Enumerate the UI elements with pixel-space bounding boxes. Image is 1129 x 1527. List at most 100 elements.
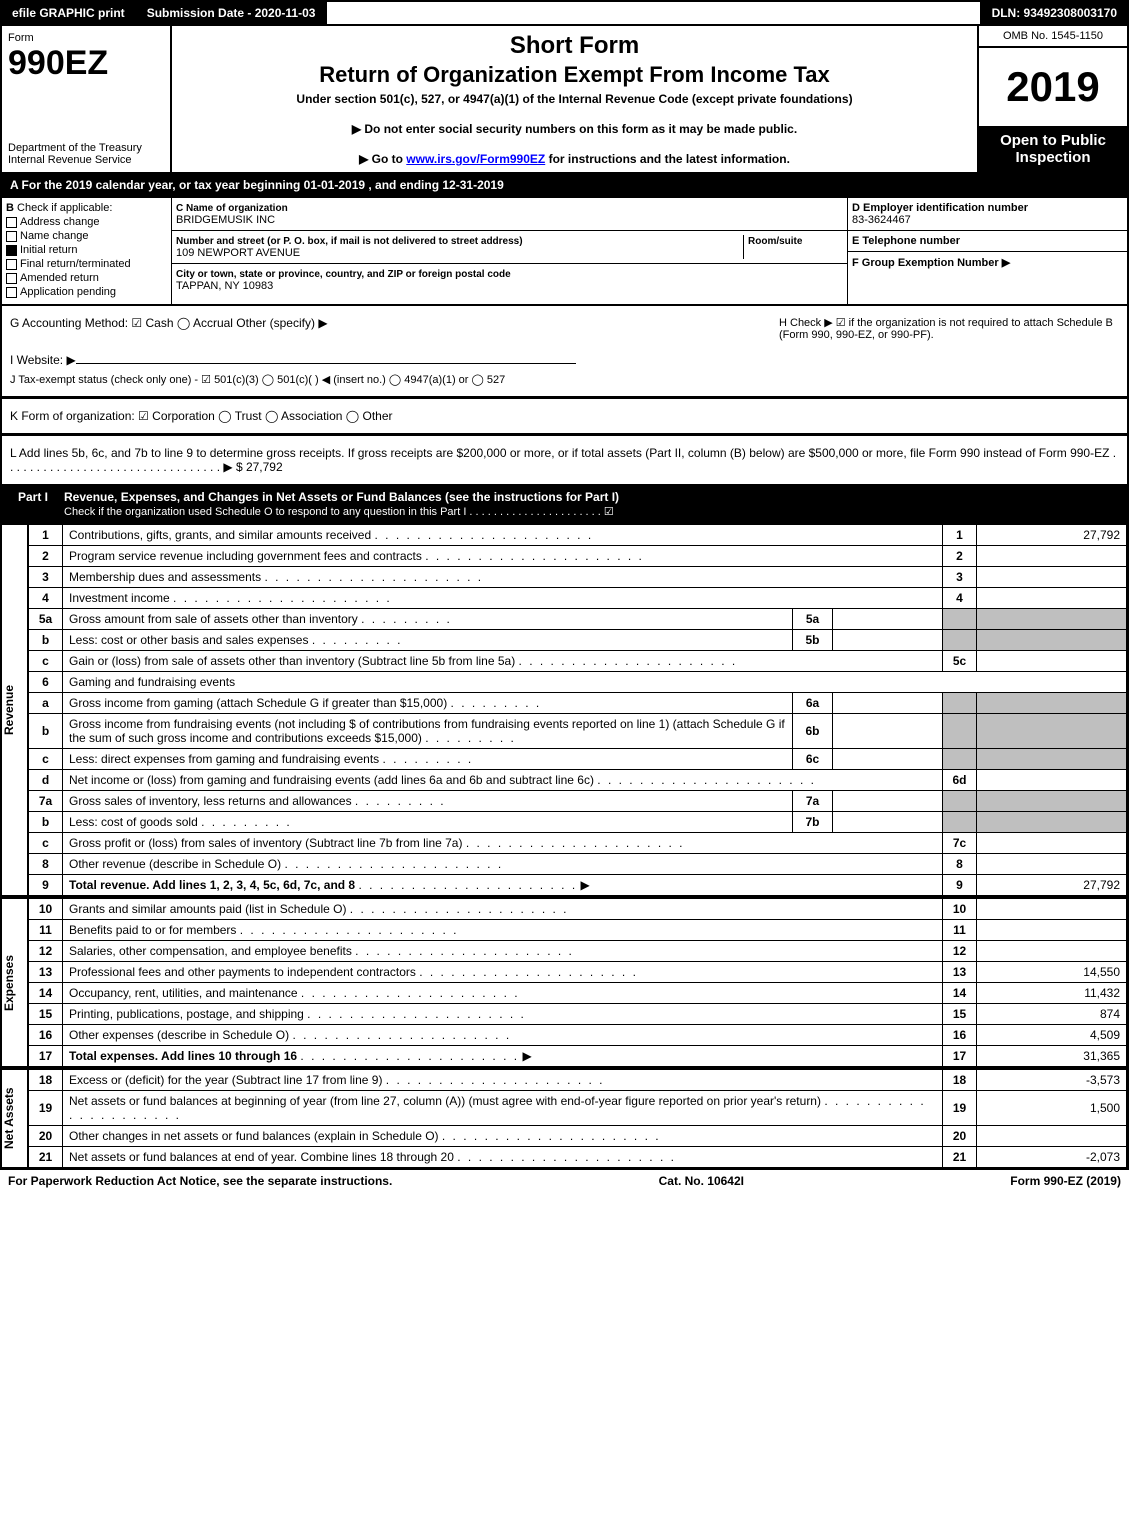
- efile-label[interactable]: efile GRAPHIC print: [2, 2, 137, 24]
- line-number: c: [29, 651, 63, 672]
- line-row: 10Grants and similar amounts paid (list …: [29, 899, 1127, 920]
- line-desc: Net income or (loss) from gaming and fun…: [63, 770, 943, 791]
- line-ref-grey: [943, 609, 977, 630]
- line-desc: Total expenses. Add lines 10 through 16 …: [63, 1046, 943, 1067]
- line-value: 4,509: [977, 1025, 1127, 1046]
- line-value-grey: [977, 693, 1127, 714]
- department: Department of the Treasury Internal Reve…: [8, 142, 164, 166]
- ein-value: 83-3624467: [852, 214, 911, 226]
- subline-value: [833, 791, 943, 812]
- line-desc: Gaming and fundraising events: [63, 672, 1127, 693]
- line-value-grey: [977, 791, 1127, 812]
- line-desc: Salaries, other compensation, and employ…: [63, 941, 943, 962]
- line-ref: 16: [943, 1025, 977, 1046]
- line-ref: 8: [943, 854, 977, 875]
- line-row: dNet income or (loss) from gaming and fu…: [29, 770, 1127, 791]
- line-value: 874: [977, 1004, 1127, 1025]
- irs-link[interactable]: www.irs.gov/Form990EZ: [406, 152, 545, 166]
- opt-address-change[interactable]: Address change: [20, 216, 100, 228]
- c-name-label: C Name of organization: [176, 203, 288, 214]
- line-row: 17Total expenses. Add lines 10 through 1…: [29, 1046, 1127, 1067]
- line-desc: Total revenue. Add lines 1, 2, 3, 4, 5c,…: [63, 875, 943, 896]
- line-number: c: [29, 749, 63, 770]
- opt-initial-return[interactable]: Initial return: [20, 244, 77, 256]
- line-ref: 10: [943, 899, 977, 920]
- tel-label: E Telephone number: [852, 235, 960, 247]
- line-row: 20Other changes in net assets or fund ba…: [29, 1126, 1127, 1147]
- line-number: 5a: [29, 609, 63, 630]
- opt-amended-return[interactable]: Amended return: [20, 272, 99, 284]
- line-ref: 1: [943, 525, 977, 546]
- line-desc: Less: direct expenses from gaming and fu…: [63, 749, 793, 770]
- part-i-header: Part I Revenue, Expenses, and Changes in…: [2, 486, 1127, 522]
- line-ref: 15: [943, 1004, 977, 1025]
- line-value: -2,073: [977, 1147, 1127, 1168]
- line-ref: 4: [943, 588, 977, 609]
- line-desc: Net assets or fund balances at beginning…: [63, 1091, 943, 1126]
- line-desc: Gross income from fundraising events (no…: [63, 714, 793, 749]
- line-number: 7a: [29, 791, 63, 812]
- part-i-title: Revenue, Expenses, and Changes in Net As…: [64, 490, 619, 504]
- line-value: [977, 941, 1127, 962]
- subline-value: [833, 630, 943, 651]
- line-row: 1Contributions, gifts, grants, and simil…: [29, 525, 1127, 546]
- form-header: Form 990EZ Department of the Treasury In…: [0, 26, 1129, 174]
- line-ref: 7c: [943, 833, 977, 854]
- line-number: c: [29, 833, 63, 854]
- line-value: [977, 920, 1127, 941]
- line-ref-grey: [943, 812, 977, 833]
- line-number: 1: [29, 525, 63, 546]
- line-number: d: [29, 770, 63, 791]
- opt-application-pending[interactable]: Application pending: [20, 286, 116, 298]
- line-desc: Gross amount from sale of assets other t…: [63, 609, 793, 630]
- line-number: 10: [29, 899, 63, 920]
- subline-value: [833, 812, 943, 833]
- line-desc: Other revenue (describe in Schedule O): [63, 854, 943, 875]
- expenses-table: 10Grants and similar amounts paid (list …: [28, 898, 1127, 1067]
- opt-final-return[interactable]: Final return/terminated: [20, 258, 131, 270]
- line-value: [977, 588, 1127, 609]
- line-number: b: [29, 714, 63, 749]
- ein-label: D Employer identification number: [852, 202, 1028, 214]
- netassets-sidelabel: Net Assets: [2, 1069, 28, 1168]
- line-ref: 14: [943, 983, 977, 1004]
- line-ref: 12: [943, 941, 977, 962]
- line-desc: Less: cost or other basis and sales expe…: [63, 630, 793, 651]
- line-row: bLess: cost of goods sold 7b: [29, 812, 1127, 833]
- line-ref: 21: [943, 1147, 977, 1168]
- line-row: aGross income from gaming (attach Schedu…: [29, 693, 1127, 714]
- line-ref: 5c: [943, 651, 977, 672]
- page-footer: For Paperwork Reduction Act Notice, see …: [0, 1170, 1129, 1192]
- revenue-section: Revenue 1Contributions, gifts, grants, a…: [0, 524, 1129, 898]
- line-value-grey: [977, 630, 1127, 651]
- line-number: 21: [29, 1147, 63, 1168]
- line-row: 3Membership dues and assessments 3: [29, 567, 1127, 588]
- line-ref-grey: [943, 791, 977, 812]
- topbar-spacer: [327, 2, 981, 24]
- line-number: b: [29, 812, 63, 833]
- line-row: 12Salaries, other compensation, and empl…: [29, 941, 1127, 962]
- line-value-grey: [977, 749, 1127, 770]
- top-bar: efile GRAPHIC print Submission Date - 20…: [0, 0, 1129, 26]
- line-row: 8Other revenue (describe in Schedule O) …: [29, 854, 1127, 875]
- line-ref: 9: [943, 875, 977, 896]
- org-address: 109 NEWPORT AVENUE: [176, 247, 300, 259]
- line-ref: 3: [943, 567, 977, 588]
- line-number: 19: [29, 1091, 63, 1126]
- line-row: 13Professional fees and other payments t…: [29, 962, 1127, 983]
- line-h: H Check ▶ ☑ if the organization is not r…: [779, 316, 1119, 341]
- line-ref: 17: [943, 1046, 977, 1067]
- line-k: K Form of organization: ☑ Corporation ◯ …: [10, 409, 1119, 423]
- line-i: I Website: ▶: [10, 353, 76, 367]
- line-desc: Occupancy, rent, utilities, and maintena…: [63, 983, 943, 1004]
- line-ref: 2: [943, 546, 977, 567]
- line-ref: 18: [943, 1070, 977, 1091]
- line-ref-grey: [943, 714, 977, 749]
- part-i-label: Part I: [10, 490, 56, 518]
- tax-year: 2019: [979, 48, 1127, 126]
- line-value: [977, 651, 1127, 672]
- line-value: [977, 567, 1127, 588]
- line-number: 11: [29, 920, 63, 941]
- opt-name-change[interactable]: Name change: [20, 230, 89, 242]
- line-value: 27,792: [977, 525, 1127, 546]
